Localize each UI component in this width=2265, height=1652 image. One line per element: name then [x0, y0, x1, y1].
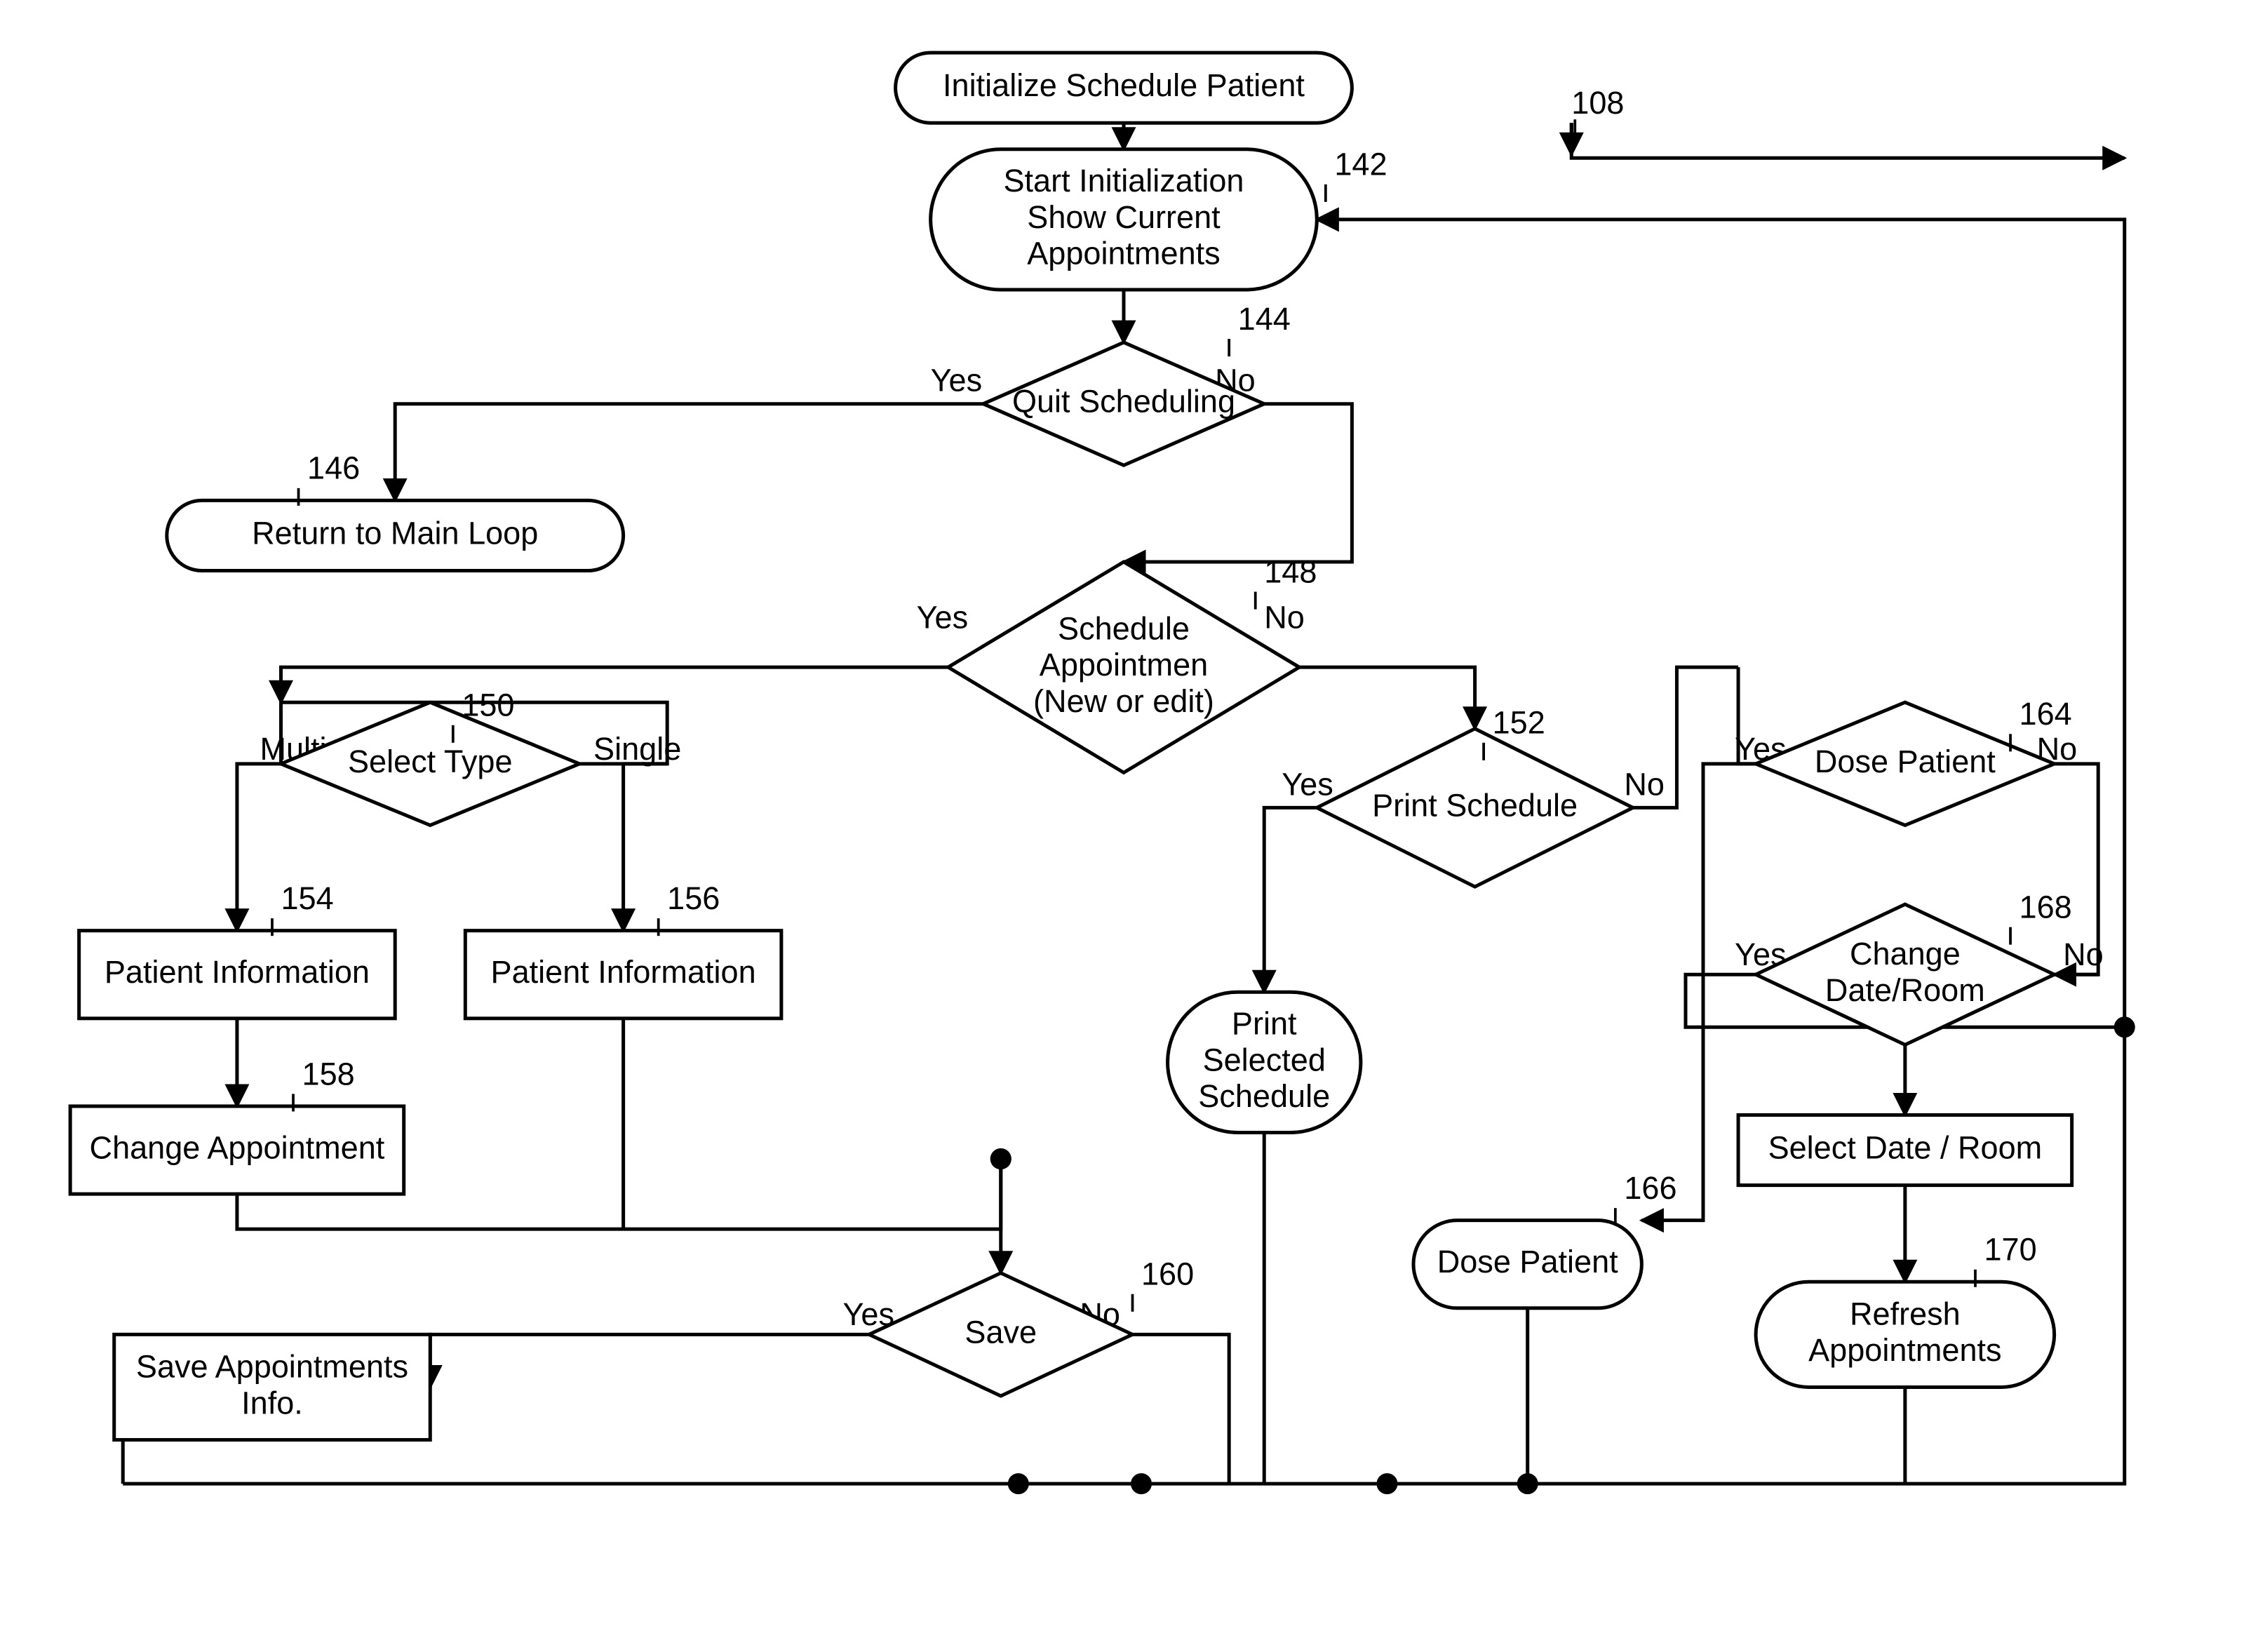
ref-number: 158 [302, 1056, 355, 1092]
ref-number: 170 [1984, 1232, 2036, 1268]
node-text: Save [965, 1314, 1037, 1350]
node-text: Start Initialization [1003, 163, 1244, 199]
node-save_info: Save AppointmentsInfo. [114, 1334, 431, 1439]
node-text: Info. [241, 1385, 303, 1421]
ref-number: 108 [1571, 85, 1624, 121]
node-text: Patient Information [105, 954, 370, 990]
ref-number: 156 [667, 880, 720, 916]
node-text: Refresh [1850, 1296, 1961, 1331]
node-text: Show Current [1027, 199, 1221, 235]
ref-number: 164 [2019, 696, 2072, 732]
edge-label: No [2063, 936, 2104, 972]
node-text: Appointments [1808, 1332, 2001, 1368]
node-init: Initialize Schedule Patient [896, 53, 1352, 123]
node-text: Selected [1203, 1042, 1326, 1077]
node-text: Dose Patient [1437, 1244, 1618, 1280]
edge-label: Yes [917, 599, 969, 635]
ref-number: 154 [281, 880, 334, 916]
flowchart-diagram: YesNoYesMultiSingleYesNoNoYesNoYesNoYesN… [0, 0, 2265, 1616]
edge-label: No [1624, 766, 1665, 802]
ref-number: 152 [1493, 705, 1545, 741]
node-text: Change Appointment [90, 1129, 385, 1165]
ref-number: 160 [1141, 1256, 1194, 1292]
node-text: Dose Patient [1815, 744, 1996, 779]
node-text: Initialize Schedule Patient [943, 67, 1305, 103]
node-text: Appointments [1027, 236, 1220, 271]
node-text: (New or edit) [1033, 683, 1214, 719]
node-text: Return to Main Loop [252, 515, 538, 551]
ref-number: 146 [307, 450, 360, 486]
ref-number: 150 [462, 687, 514, 723]
node-text: Patient Information [491, 954, 756, 990]
ref-number: 148 [1264, 553, 1317, 589]
ref-number: 168 [2019, 889, 2072, 925]
ref-number: 142 [1334, 147, 1387, 182]
edge-label: Yes [1282, 766, 1333, 802]
node-text: Schedule [1058, 610, 1190, 646]
node-text: Select Date / Room [1768, 1129, 2043, 1165]
node-text: Date/Room [1825, 972, 1985, 1008]
node-print_sel: PrintSelectedSchedule [1168, 992, 1361, 1132]
node-seldate: Select Date / Room [1738, 1115, 2072, 1185]
node-text: Schedule [1198, 1078, 1330, 1114]
edge-label: No [1264, 599, 1305, 635]
node-text: Print Schedule [1372, 787, 1578, 823]
node-text: Select Type [348, 744, 513, 779]
node-text: Save Appointments [136, 1348, 408, 1384]
node-text: Print [1232, 1005, 1297, 1041]
ref-number: 144 [1238, 301, 1291, 337]
edge-label: Yes [931, 363, 983, 398]
edge-label: Single [593, 731, 681, 767]
node-text: Appointmen [1040, 647, 1208, 683]
node-text: Quit Scheduling [1012, 384, 1235, 419]
node-text: Change [1850, 936, 1961, 972]
ref-number: 166 [1624, 1170, 1676, 1206]
